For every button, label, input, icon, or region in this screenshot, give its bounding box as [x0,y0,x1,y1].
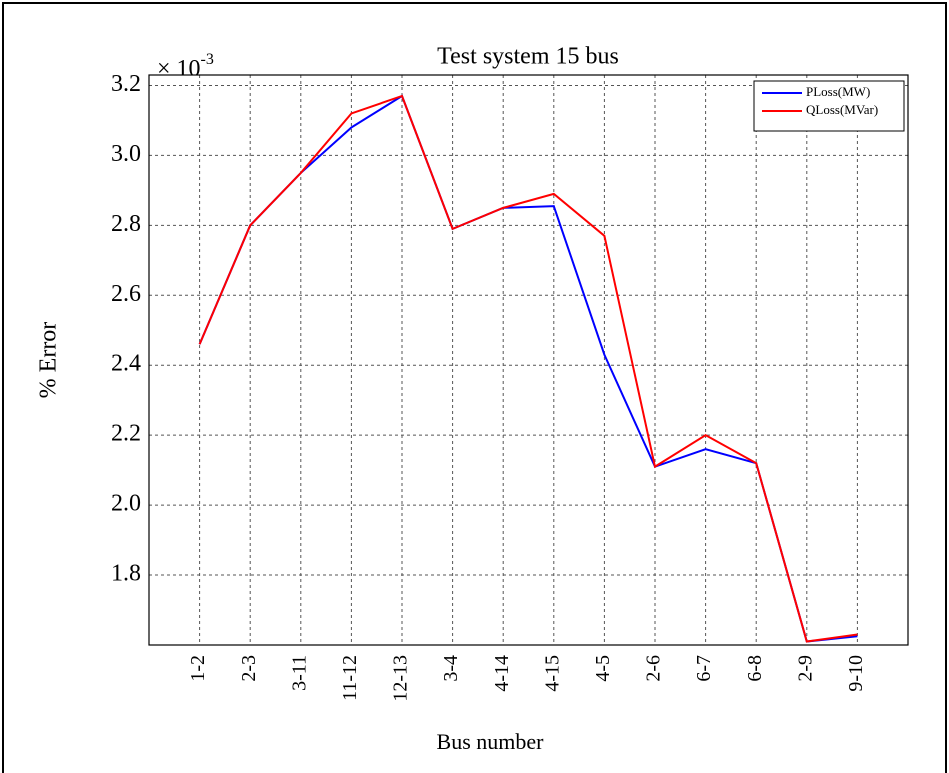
series-line [198,94,858,643]
x-tick-label: 2-9 [794,655,816,682]
y-tick-label: 2.0 [111,491,141,517]
x-tick-label: 11-12 [339,655,361,701]
legend-label: PLoss(MW) [806,84,870,99]
chart-title: Test system 15 bus [437,44,619,70]
y-tick-label: 2.2 [111,421,141,447]
axes-box [148,74,909,646]
y-tick-label: 3.0 [111,141,141,167]
y-tick-label: 2.6 [111,281,141,307]
legend-label: QLoss(MVar) [806,102,878,117]
x-tick-label: 4-5 [592,655,614,682]
y-axis-label: % Error [36,322,62,399]
x-tick-label: 2-3 [238,655,260,682]
plot-area [149,75,908,645]
legend-box [753,80,905,132]
x-tick-label: 1-2 [187,655,209,682]
y-tick-label: 2.8 [111,211,141,237]
y-tick-label: 3.2 [111,71,141,97]
x-tick-label: 4-15 [541,655,563,692]
x-tick-label: 6-7 [693,655,715,682]
multiplier-exponent: -3 [201,51,214,68]
y-tick-label: 2.4 [111,351,141,377]
x-tick-label: 9-10 [845,655,867,692]
x-axis-label: Bus number [437,729,545,754]
x-tick-label: 12-13 [390,655,412,702]
x-tick-label: 3-11 [288,655,310,691]
x-tick-label: 3-4 [440,655,462,682]
x-tick-label: 2-6 [643,655,665,682]
series-line [198,94,858,643]
x-tick-label: 6-8 [744,655,766,682]
y-tick-label: 1.8 [111,561,141,587]
x-tick-label: 4-14 [491,655,513,692]
